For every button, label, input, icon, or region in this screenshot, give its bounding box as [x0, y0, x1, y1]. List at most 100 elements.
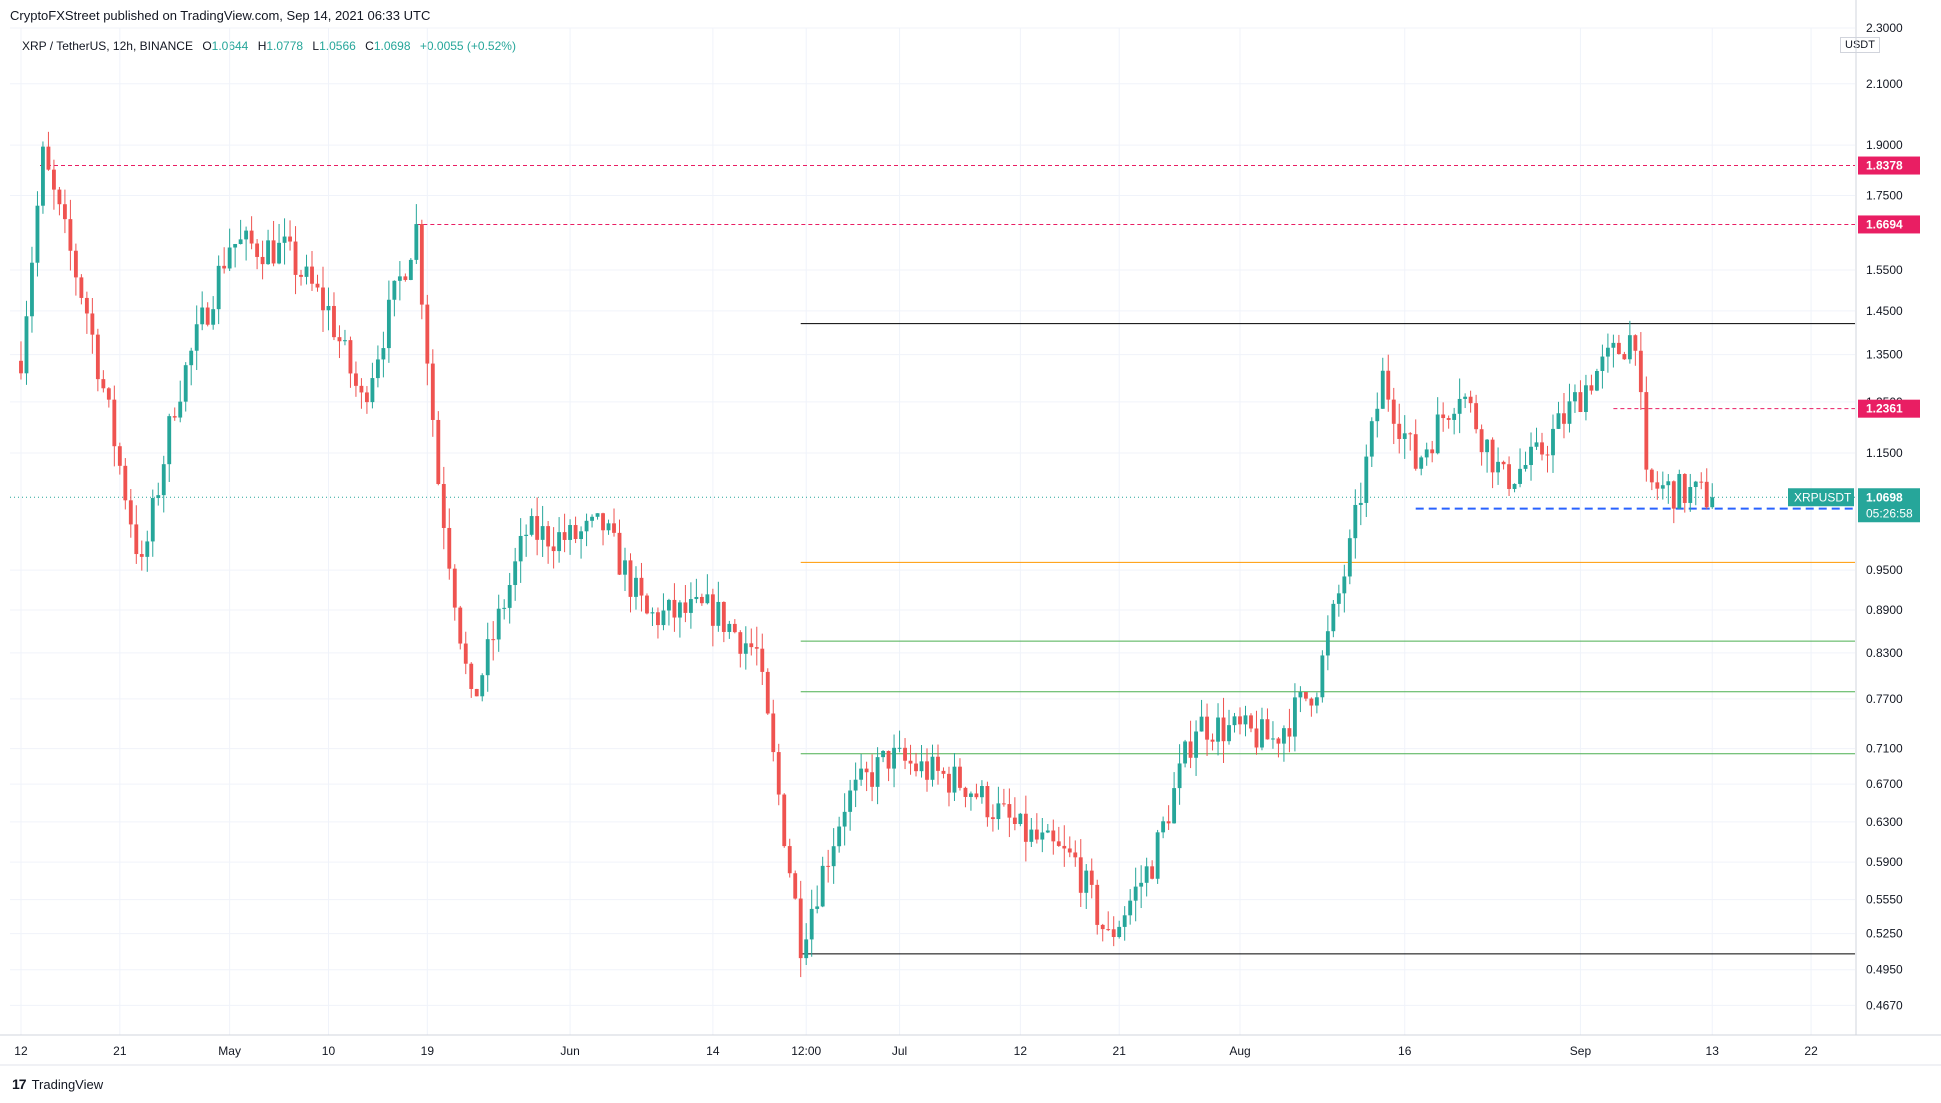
candle-body — [1364, 456, 1369, 503]
candle-body — [1194, 731, 1198, 758]
candle-body — [820, 865, 825, 907]
low-label: L — [312, 39, 320, 53]
y-tick-label: 1.1500 — [1866, 446, 1903, 460]
candle-body — [771, 713, 776, 753]
candle-body — [1633, 335, 1638, 351]
candle-body — [106, 388, 111, 400]
candle-body — [732, 623, 737, 633]
y-tick-label: 0.5900 — [1866, 855, 1903, 869]
candle-body — [502, 607, 507, 609]
candle-body — [1446, 418, 1451, 420]
price-chart[interactable]: 2.3000 2.1000 1.9000 1.7500 1.5500 1.4500 1.35… — [0, 0, 1941, 1070]
candle-body — [881, 750, 886, 758]
candle-body — [1012, 817, 1017, 824]
candle-body — [315, 283, 320, 288]
candle-body — [1501, 461, 1506, 465]
candle-body — [73, 250, 78, 278]
candle-body — [1023, 813, 1028, 842]
candle-body — [1556, 413, 1561, 429]
candle-body — [178, 401, 183, 418]
candle-body — [1183, 741, 1188, 764]
candle-body — [1314, 697, 1319, 706]
candle-body — [145, 541, 150, 557]
candle-body — [606, 523, 611, 531]
candle-body — [200, 307, 205, 325]
candle-body — [227, 247, 232, 269]
candle-body — [573, 525, 578, 540]
candle-body — [535, 516, 540, 540]
y-tick-label: 0.8900 — [1866, 603, 1903, 617]
candle-body — [743, 643, 748, 654]
candle-body — [1666, 481, 1671, 486]
candle-body — [1161, 821, 1166, 833]
x-tick-label: 14 — [706, 1044, 720, 1058]
candle-body — [617, 532, 622, 575]
candle-body — [1062, 845, 1067, 849]
candle-body — [463, 643, 468, 664]
candle-body — [963, 787, 968, 797]
candle-body — [205, 307, 210, 325]
x-tick-label: May — [218, 1044, 241, 1058]
candle-body — [1001, 803, 1006, 805]
candle-body — [343, 340, 347, 342]
candle-body — [161, 464, 166, 496]
candle-body — [914, 763, 918, 772]
candle-body — [84, 297, 89, 314]
candle-body — [1430, 449, 1435, 454]
close-value: 1.0698 — [373, 39, 411, 53]
candle-body — [244, 230, 249, 240]
level-tag — [1858, 156, 1920, 175]
candle-body — [639, 577, 644, 596]
candle-body — [677, 602, 682, 618]
candle-body — [892, 747, 896, 769]
candle-body — [1397, 423, 1402, 439]
candle-body — [831, 846, 836, 867]
candle-body — [721, 601, 726, 632]
candle-body — [19, 360, 23, 374]
candle-body — [1336, 593, 1341, 604]
candle-body — [277, 242, 281, 264]
x-tick-label: Jun — [560, 1044, 579, 1058]
publisher-line: CryptoFXStreet published on TradingView.… — [10, 8, 431, 23]
candle-body — [1342, 576, 1347, 594]
y-tick-label: 1.4500 — [1866, 304, 1903, 318]
candle-body — [1172, 788, 1177, 824]
candle-body — [1677, 474, 1682, 509]
candle-body — [524, 534, 529, 536]
candle-body — [1567, 401, 1572, 424]
y-tick-label: 2.3000 — [1866, 21, 1903, 35]
y-tick-label: 0.4670 — [1866, 998, 1903, 1012]
candle-body — [1518, 468, 1522, 484]
candle-body — [1562, 413, 1566, 424]
candle-body — [1655, 482, 1660, 489]
candle-body — [1468, 396, 1473, 404]
tradingview-logo[interactable]: 17 TradingView — [12, 1076, 103, 1092]
candle-body — [1166, 821, 1171, 824]
candle-body — [645, 595, 649, 614]
candle-body — [216, 265, 221, 310]
candle-body — [1232, 716, 1237, 726]
candle-body — [760, 648, 765, 672]
candle-body — [1287, 728, 1292, 737]
x-tick-label: Aug — [1229, 1044, 1250, 1058]
candle-body — [364, 392, 369, 403]
candle-body — [793, 873, 798, 899]
candle-body — [947, 773, 951, 793]
candle-body — [1616, 342, 1621, 355]
y-tick-label: 0.5550 — [1866, 893, 1903, 907]
candle-body — [52, 169, 56, 190]
level-tag — [1858, 399, 1920, 418]
candle-body — [1265, 719, 1270, 740]
candle-body — [507, 585, 512, 608]
candle-body — [496, 608, 501, 640]
candle-body — [255, 243, 260, 257]
candle-body — [1605, 347, 1610, 357]
candle-body — [436, 419, 441, 484]
candle-body — [1573, 392, 1577, 402]
candle-body — [1644, 392, 1649, 470]
candle-body — [1704, 481, 1709, 508]
candle-body — [233, 244, 238, 248]
candle-body — [95, 334, 100, 380]
candle-body — [271, 240, 276, 264]
candle-body — [1353, 504, 1358, 539]
